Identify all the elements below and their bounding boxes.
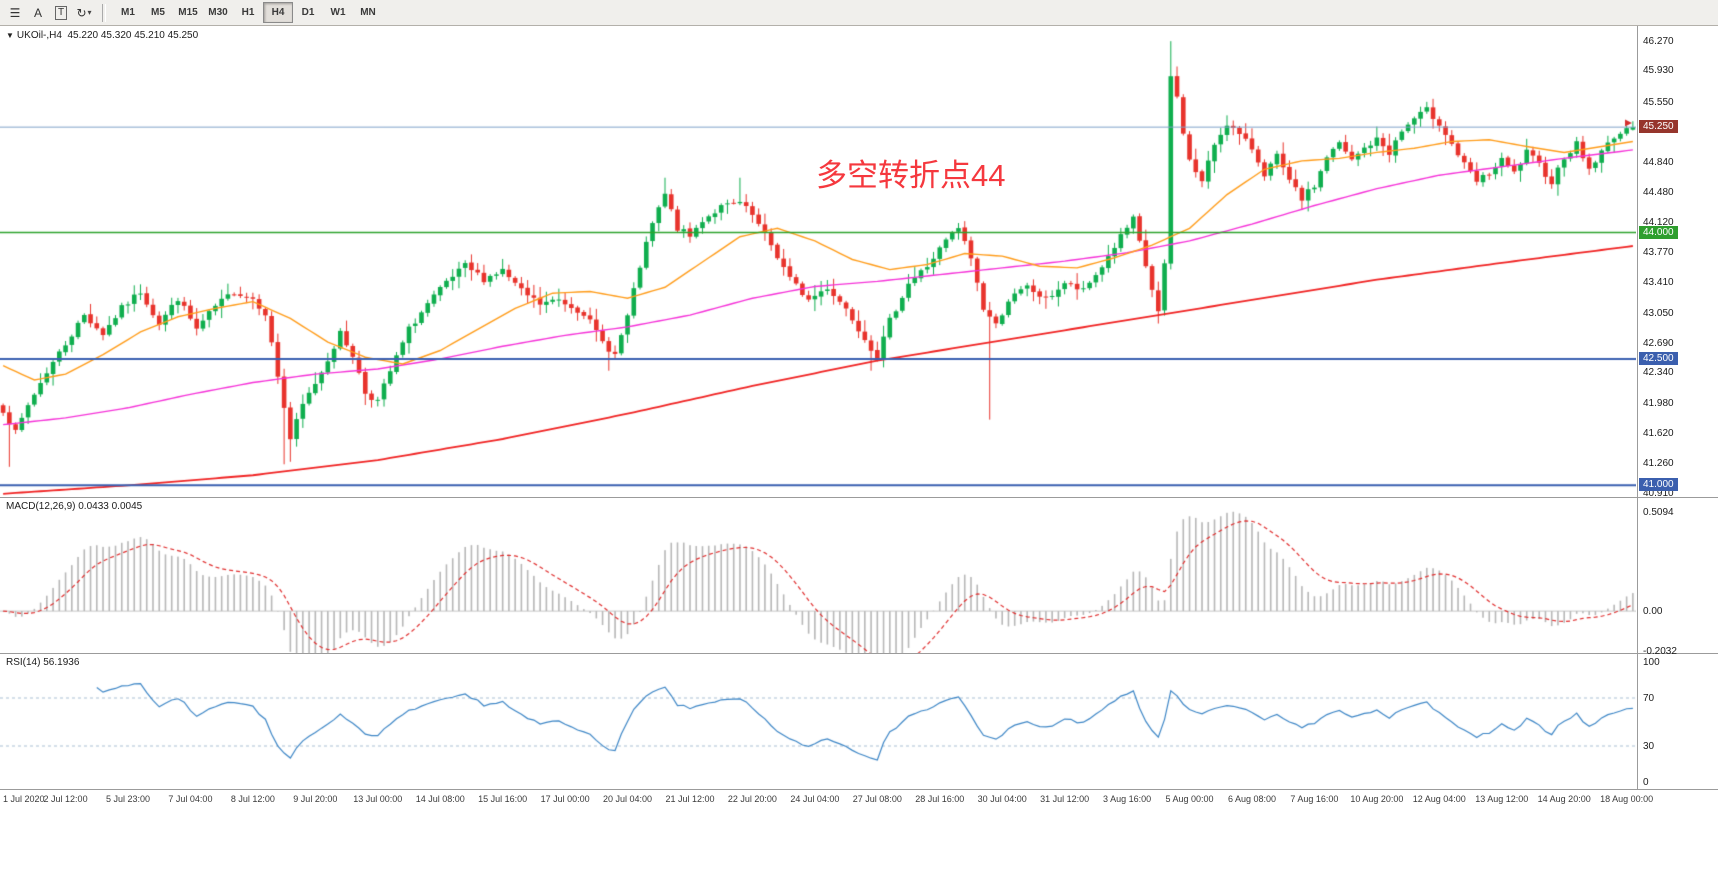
time-axis-label: 18 Aug 00:00 [1600,794,1654,804]
rsi-canvas[interactable] [0,654,1636,790]
symbol-collapse-icon: ▼ [6,31,14,40]
time-axis-label: 22 Jul 20:00 [727,794,777,804]
textbox-icon[interactable]: T [50,3,72,23]
macd-canvas[interactable] [0,498,1636,654]
rsi-axis-label: 30 [1643,741,1655,752]
chart-area: ▼ UKOil-,H4 45.220 45.320 45.210 45.250 多… [0,26,1718,816]
letter-t-glyph: T [54,5,68,20]
macd-axis-label: 0.00 [1643,606,1663,618]
price-axis-label: 45.930 [1643,64,1674,76]
timeframe-group: M1 M5 M15 M30 H1 H4 D1 W1 MN [113,2,383,23]
price-axis-label: 45.550 [1643,96,1674,108]
time-axis-label: 5 Jul 23:00 [105,794,151,804]
timeframe-w1[interactable]: W1 [330,7,346,18]
timeframe-m5[interactable]: M5 [151,7,165,18]
time-axis-label: 13 Jul 00:00 [353,794,403,804]
ohlc-values: 45.220 45.320 45.210 45.250 [67,30,199,41]
rsi-axis-label: 0 [1643,777,1649,788]
price-axis-label: 42.340 [1643,367,1674,379]
time-axis-label: 3 Aug 16:00 [1103,794,1152,804]
price-axis-label: 44.840 [1643,156,1674,168]
price-axis-label: 43.770 [1643,246,1674,258]
chart-symbol-ohlc: ▼ UKOil-,H4 45.220 45.320 45.210 45.250 [6,30,198,41]
time-axis-label: 31 Jul 12:00 [1040,794,1090,804]
toolbar: ☰ A T ↻ ▾ M1 M5 M15 M30 H1 H4 D1 W1 MN [0,0,1718,26]
price-axis-label: 44.120 [1643,217,1674,229]
pane-separator[interactable] [0,653,1718,654]
time-axis-label: 1 Jul 2020 [3,794,45,804]
pane-separator [0,789,1718,790]
price-axis-label: 46.270 [1643,36,1674,48]
time-axis-label: 13 Aug 12:00 [1475,794,1529,804]
time-axis-label: 14 Jul 08:00 [415,794,465,804]
price-axis-label: 40.910 [1643,487,1674,499]
letter-a-glyph: A [33,5,42,20]
time-axis-label: 20 Jul 04:00 [603,794,653,804]
time-axis-label: 27 Jul 08:00 [852,794,902,804]
timeframe-h1[interactable]: H1 [241,7,255,18]
price-axis-label: 44.480 [1643,187,1674,199]
macd-axis-label: 0.5094 [1643,506,1674,518]
timeframe-d1[interactable]: D1 [301,7,315,18]
time-axis-label: 8 Jul 12:00 [230,794,275,804]
price-tag: 42.500 [1639,351,1678,365]
chart-list-icon[interactable]: ☰ [4,3,26,23]
macd-axis-label: -0.2032 [1643,645,1677,657]
price-tag: 41.000 [1639,478,1678,492]
time-axis-label: 21 Jul 12:00 [665,794,715,804]
timeframe-m30[interactable]: M30 [208,7,228,18]
price-axis-label: 42.690 [1643,337,1674,349]
time-axis-label: 10 Aug 20:00 [1350,794,1404,804]
rsi-label: RSI(14) 56.1936 [6,657,80,668]
price-axis-label: 41.260 [1643,458,1674,470]
price-axis-label: 43.410 [1643,277,1674,289]
macd-label: MACD(12,26,9) 0.0433 0.0045 [6,501,143,512]
symbol-label: UKOil-,H4 [16,30,62,41]
text-annotation-icon[interactable]: A [27,3,49,23]
price-axis-label: 43.050 [1643,307,1674,319]
price-axis-label: 41.620 [1643,428,1674,440]
price-tag: 45.250 [1639,120,1678,134]
time-axis-label: 9 Jul 20:00 [293,794,338,804]
time-axis-label: 24 Jul 04:00 [790,794,840,804]
axis-separator [1637,26,1638,790]
time-axis-label: 2 Jul 12:00 [43,794,88,804]
cycle-glyph: ↻ [76,5,87,20]
rsi-axis-label: 100 [1643,657,1660,668]
main-chart-canvas[interactable] [0,26,1636,498]
time-axis-label: 15 Jul 16:00 [478,794,528,804]
time-axis-label: 12 Aug 04:00 [1412,794,1466,804]
time-axis-label: 6 Aug 08:00 [1227,794,1276,804]
price-axis-label: 41.980 [1643,397,1674,409]
chart-list-glyph: ☰ [9,5,21,20]
time-axis-label: 5 Aug 00:00 [1165,794,1214,804]
timeframe-h4[interactable]: H4 [263,2,293,23]
time-axis-label: 17 Jul 00:00 [540,794,590,804]
timeframe-m15[interactable]: M15 [178,7,198,18]
time-axis-label: 28 Jul 16:00 [915,794,965,804]
time-axis-label: 30 Jul 04:00 [977,794,1027,804]
rsi-axis-label: 70 [1643,693,1655,704]
timeframe-mn[interactable]: MN [360,7,376,18]
time-axis-label: 14 Aug 20:00 [1537,794,1591,804]
timeframe-m1[interactable]: M1 [121,7,135,18]
price-tag: 44.000 [1639,225,1678,239]
dropdown-caret-icon: ▾ [87,8,92,17]
time-axis-label: 7 Jul 04:00 [168,794,213,804]
cycle-icon[interactable]: ↻ ▾ [73,3,95,23]
chart-annotation-text[interactable]: 多空转折点44 [816,158,1006,193]
pane-separator[interactable] [0,497,1718,498]
toolbar-separator [102,3,106,22]
time-axis-label: 7 Aug 16:00 [1290,794,1339,804]
